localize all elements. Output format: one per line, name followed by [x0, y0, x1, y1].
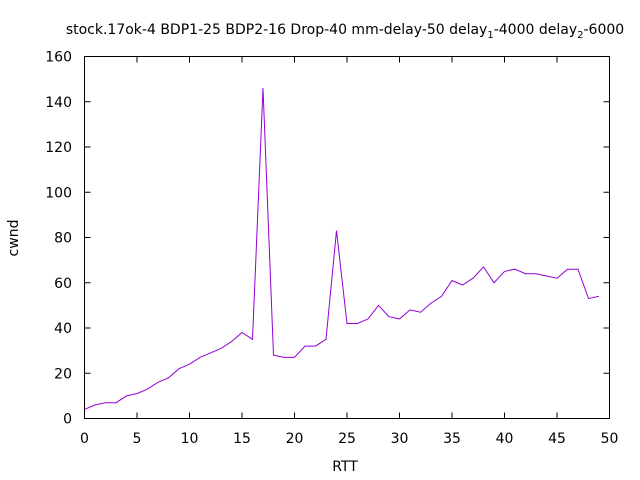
title-sub2: 2 [577, 30, 583, 41]
y-tick-label: 80 [54, 231, 72, 247]
x-axis-label: RTT [332, 459, 358, 475]
x-tick-label: 30 [391, 431, 409, 447]
y-axis-label: cwnd [6, 220, 22, 257]
y-tick-label: 120 [45, 140, 72, 156]
x-tick-label: 50 [601, 431, 619, 447]
x-tick-label: 40 [496, 431, 514, 447]
y-tick-label: 140 [45, 95, 72, 111]
y-axis: 0 20 40 60 80 100 120 140 160 [45, 50, 610, 428]
x-tick-label: 0 [80, 431, 89, 447]
x-tick-label: 15 [233, 431, 251, 447]
y-tick-label: 0 [63, 412, 72, 428]
x-tick-label: 25 [338, 431, 356, 447]
plot-frame [84, 56, 610, 419]
series-line [84, 88, 600, 410]
x-tick-label: 20 [286, 431, 304, 447]
x-tick-label: 10 [181, 431, 199, 447]
x-tick-label: 5 [133, 431, 142, 447]
x-axis: 0 5 10 15 20 25 30 35 40 45 50 [80, 56, 619, 447]
y-tick-label: 60 [54, 276, 72, 292]
y-tick-label: 160 [45, 50, 72, 66]
title-sub1: 1 [487, 30, 493, 41]
title-mid: -4000 delay [494, 22, 577, 38]
x-tick-label: 45 [548, 431, 566, 447]
y-tick-label: 40 [54, 321, 72, 337]
y-tick-label: 100 [45, 185, 72, 201]
x-tick-label: 35 [443, 431, 461, 447]
title-end: -6000 [583, 22, 624, 38]
y-tick-label: 20 [54, 366, 72, 382]
chart-title: stock.17ok-4 BDP1-25 BDP2-16 Drop-40 mm-… [66, 22, 624, 41]
title-main: stock.17ok-4 BDP1-25 BDP2-16 Drop-40 mm-… [66, 22, 488, 38]
